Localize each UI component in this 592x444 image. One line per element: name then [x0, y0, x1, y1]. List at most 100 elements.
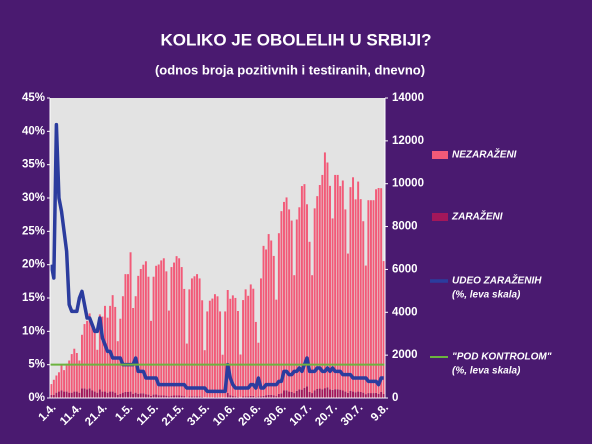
bar	[341, 180, 344, 391]
bar	[201, 300, 204, 397]
bar	[367, 200, 370, 394]
bar	[96, 349, 99, 393]
bar	[275, 396, 278, 398]
bar	[364, 265, 367, 395]
bar	[180, 267, 183, 396]
bar	[334, 174, 337, 390]
bar	[173, 262, 175, 396]
bar	[303, 387, 306, 398]
bar	[234, 396, 237, 398]
bar	[300, 389, 303, 398]
y-tick-label: 20%	[22, 259, 45, 271]
bar	[190, 278, 193, 397]
bar	[254, 396, 257, 398]
legend-note: (%, leva skala)	[452, 290, 521, 301]
bar	[73, 348, 76, 392]
bar	[257, 342, 260, 397]
y-tick-label: 40%	[22, 125, 45, 137]
bar	[121, 392, 124, 398]
bar	[318, 185, 321, 389]
bar	[364, 394, 367, 398]
bar	[175, 256, 178, 396]
bar	[323, 152, 326, 389]
bar	[183, 396, 186, 398]
bar	[277, 393, 280, 398]
chart-subtitle: (odnos broja pozitivnih i testiranih, dn…	[155, 62, 425, 77]
bar	[280, 211, 283, 394]
legend-label: "POD KONTROLOM"	[452, 352, 552, 363]
bar	[277, 233, 280, 394]
bar	[349, 187, 352, 391]
legend-label: ZARAŽENI	[451, 210, 503, 223]
bar	[60, 390, 63, 398]
y-tick-label: 10%	[22, 325, 45, 337]
bar	[334, 389, 337, 398]
bar	[331, 389, 334, 398]
bar	[142, 264, 145, 394]
bar	[219, 311, 222, 398]
bar	[157, 395, 160, 398]
bar	[78, 360, 81, 393]
bar	[160, 395, 163, 398]
bar	[336, 389, 339, 398]
bar	[265, 249, 268, 396]
bar	[52, 394, 55, 398]
bar	[329, 389, 331, 398]
bar	[116, 394, 119, 398]
bar	[280, 393, 283, 398]
legend-label: UDEO ZARAŽENIH	[452, 274, 542, 287]
bar	[80, 388, 83, 398]
bar	[50, 384, 53, 395]
bar	[339, 389, 342, 398]
bar	[188, 396, 191, 398]
bar	[157, 264, 160, 396]
bar	[357, 391, 360, 398]
y2-tick-label: 14000	[392, 92, 424, 104]
bar	[272, 255, 275, 396]
bar	[188, 289, 191, 397]
bar	[152, 394, 155, 398]
bar	[63, 370, 66, 392]
bar	[226, 290, 229, 393]
bar	[201, 396, 204, 398]
bar	[73, 391, 76, 398]
bar	[326, 162, 329, 388]
bar	[206, 311, 209, 398]
bar	[106, 317, 109, 393]
bar	[265, 395, 268, 398]
bar	[316, 196, 319, 389]
bar	[349, 390, 352, 398]
bar	[175, 395, 178, 398]
y2-tick-label: 8000	[392, 221, 418, 233]
bar	[231, 295, 234, 397]
bar	[254, 321, 257, 397]
bar	[150, 320, 152, 396]
y2-tick-label: 2000	[392, 349, 418, 361]
bar	[57, 372, 60, 392]
bar	[114, 306, 117, 393]
bar	[152, 276, 155, 395]
bar	[190, 396, 193, 398]
bar	[323, 388, 326, 398]
bar	[298, 207, 301, 390]
bar	[165, 271, 168, 396]
bar	[244, 289, 247, 397]
bar	[354, 392, 357, 398]
bar	[331, 218, 334, 390]
bar	[270, 394, 273, 398]
y2-tick-label: 10000	[392, 178, 424, 190]
bar	[75, 353, 78, 392]
bar	[293, 275, 296, 394]
y2-tick-label: 0	[392, 392, 398, 404]
bar	[377, 188, 380, 394]
bar	[326, 387, 329, 398]
bar	[170, 395, 173, 398]
bar	[303, 184, 306, 388]
bar	[70, 354, 73, 393]
bar	[229, 298, 232, 396]
bar	[262, 245, 265, 396]
bar	[285, 390, 288, 398]
bar	[198, 278, 201, 397]
bar	[83, 324, 86, 389]
